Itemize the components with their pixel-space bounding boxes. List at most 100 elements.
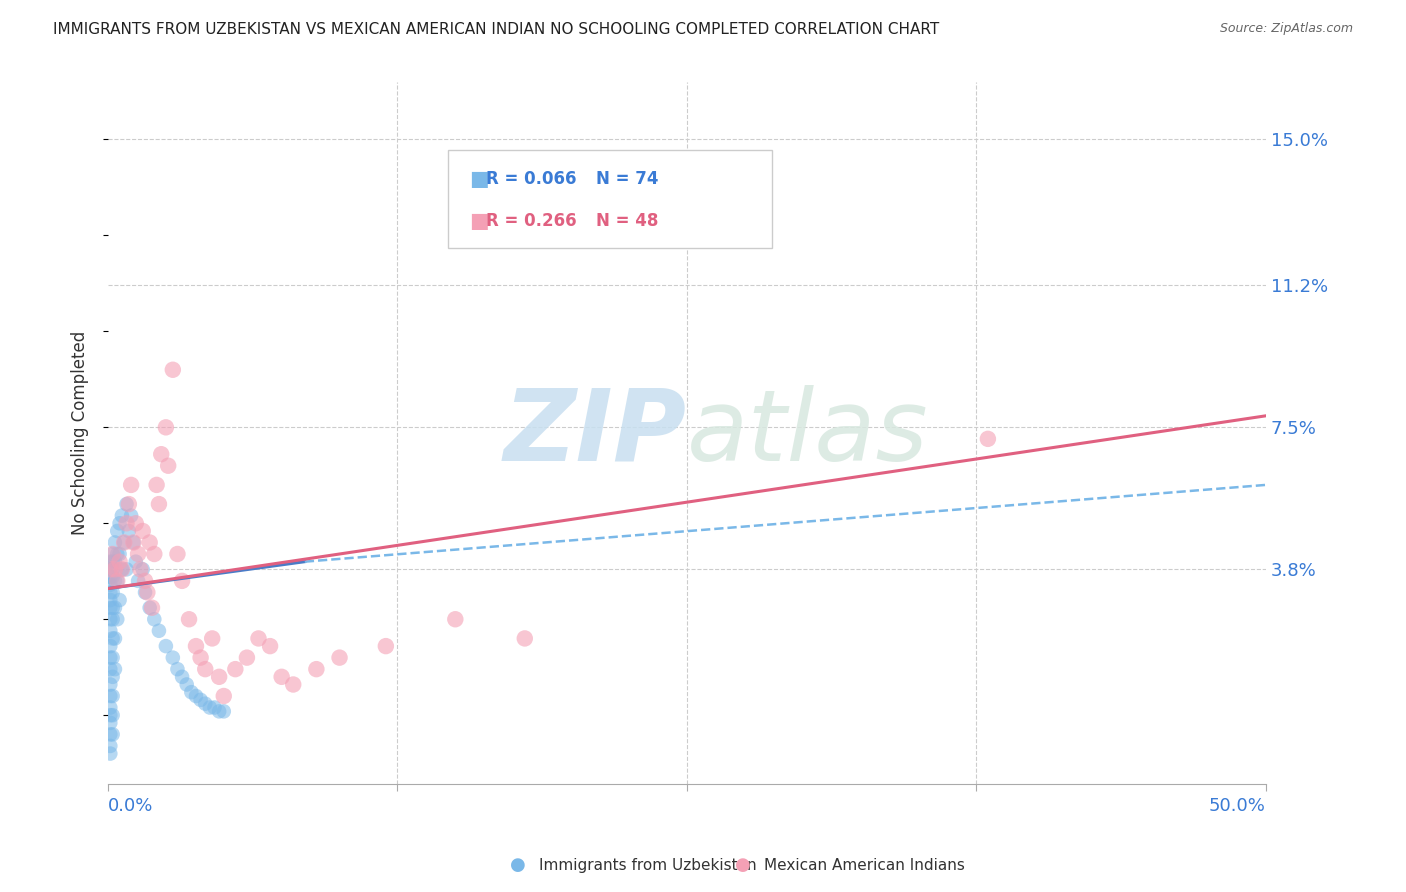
Point bbox=[104, 555, 127, 569]
Point bbox=[138, 600, 160, 615]
Point bbox=[172, 670, 194, 684]
Text: ■: ■ bbox=[470, 169, 489, 189]
Point bbox=[105, 574, 128, 588]
Point bbox=[98, 700, 121, 714]
Text: Source: ZipAtlas.com: Source: ZipAtlas.com bbox=[1219, 22, 1353, 36]
Text: N = 48: N = 48 bbox=[596, 212, 658, 230]
Point bbox=[148, 497, 170, 511]
Point bbox=[101, 570, 124, 584]
Point bbox=[101, 670, 124, 684]
Point bbox=[111, 562, 134, 576]
Point bbox=[236, 650, 259, 665]
Point bbox=[115, 562, 138, 576]
Point bbox=[305, 662, 328, 676]
Point bbox=[184, 689, 207, 703]
Point bbox=[180, 685, 202, 699]
Point bbox=[166, 547, 188, 561]
Point bbox=[115, 516, 138, 531]
Point bbox=[101, 708, 124, 723]
Text: 0.0%: 0.0% bbox=[108, 797, 153, 815]
Point bbox=[143, 547, 166, 561]
Point bbox=[104, 632, 127, 646]
Point bbox=[122, 535, 145, 549]
Point bbox=[111, 562, 134, 576]
Point bbox=[127, 547, 149, 561]
Point bbox=[98, 600, 121, 615]
Point bbox=[176, 677, 198, 691]
Point bbox=[184, 639, 207, 653]
Text: R = 0.066: R = 0.066 bbox=[486, 170, 576, 188]
Point bbox=[101, 612, 124, 626]
Point bbox=[101, 547, 124, 561]
Point bbox=[112, 535, 135, 549]
Point bbox=[155, 420, 177, 434]
Text: Immigrants from Uzbekistan: Immigrants from Uzbekistan bbox=[540, 858, 756, 872]
Point bbox=[115, 497, 138, 511]
Point bbox=[198, 700, 221, 714]
Point bbox=[201, 632, 224, 646]
Point bbox=[155, 639, 177, 653]
Point bbox=[283, 677, 305, 691]
Point bbox=[101, 555, 124, 569]
Point bbox=[98, 650, 121, 665]
Text: 50.0%: 50.0% bbox=[1209, 797, 1265, 815]
Text: ZIP: ZIP bbox=[503, 384, 688, 482]
Point bbox=[162, 363, 184, 377]
Point bbox=[136, 585, 159, 599]
Point bbox=[259, 639, 281, 653]
Point bbox=[98, 662, 121, 676]
Point bbox=[98, 747, 121, 761]
Point bbox=[125, 516, 148, 531]
Point bbox=[444, 612, 467, 626]
Text: ●: ● bbox=[510, 856, 526, 874]
Point bbox=[108, 593, 131, 607]
Point bbox=[212, 704, 235, 718]
Point bbox=[190, 650, 212, 665]
Point bbox=[101, 547, 124, 561]
Point bbox=[177, 612, 200, 626]
Point bbox=[98, 593, 121, 607]
Text: N = 74: N = 74 bbox=[596, 170, 658, 188]
Point bbox=[105, 524, 128, 538]
Text: ■: ■ bbox=[470, 211, 489, 231]
Point bbox=[328, 650, 350, 665]
Point bbox=[145, 478, 167, 492]
Point bbox=[125, 555, 148, 569]
Point bbox=[108, 555, 131, 569]
Point bbox=[212, 689, 235, 703]
Point bbox=[157, 458, 180, 473]
Point bbox=[108, 547, 131, 561]
Point bbox=[104, 535, 127, 549]
Point bbox=[138, 535, 160, 549]
Point bbox=[98, 639, 121, 653]
Text: Mexican American Indians: Mexican American Indians bbox=[765, 858, 965, 872]
Point bbox=[150, 447, 173, 461]
Y-axis label: No Schooling Completed: No Schooling Completed bbox=[72, 331, 89, 535]
Point bbox=[98, 689, 121, 703]
Point bbox=[101, 689, 124, 703]
Point bbox=[513, 632, 536, 646]
Point bbox=[98, 715, 121, 730]
Point bbox=[127, 574, 149, 588]
Point bbox=[98, 555, 121, 569]
Point bbox=[204, 700, 226, 714]
Text: IMMIGRANTS FROM UZBEKISTAN VS MEXICAN AMERICAN INDIAN NO SCHOOLING COMPLETED COR: IMMIGRANTS FROM UZBEKISTAN VS MEXICAN AM… bbox=[53, 22, 939, 37]
Point bbox=[172, 574, 194, 588]
Text: R = 0.266: R = 0.266 bbox=[486, 212, 576, 230]
Point bbox=[98, 739, 121, 753]
Point bbox=[105, 547, 128, 561]
Point bbox=[105, 574, 128, 588]
Point bbox=[134, 585, 156, 599]
Point bbox=[194, 662, 217, 676]
Point bbox=[112, 535, 135, 549]
Point bbox=[98, 612, 121, 626]
Point bbox=[104, 574, 127, 588]
Text: atlas: atlas bbox=[688, 384, 928, 482]
Point bbox=[118, 524, 141, 538]
Point bbox=[208, 704, 231, 718]
Point bbox=[977, 432, 1000, 446]
Text: ●: ● bbox=[735, 856, 751, 874]
Point bbox=[101, 727, 124, 741]
Point bbox=[98, 727, 121, 741]
Point bbox=[98, 562, 121, 576]
